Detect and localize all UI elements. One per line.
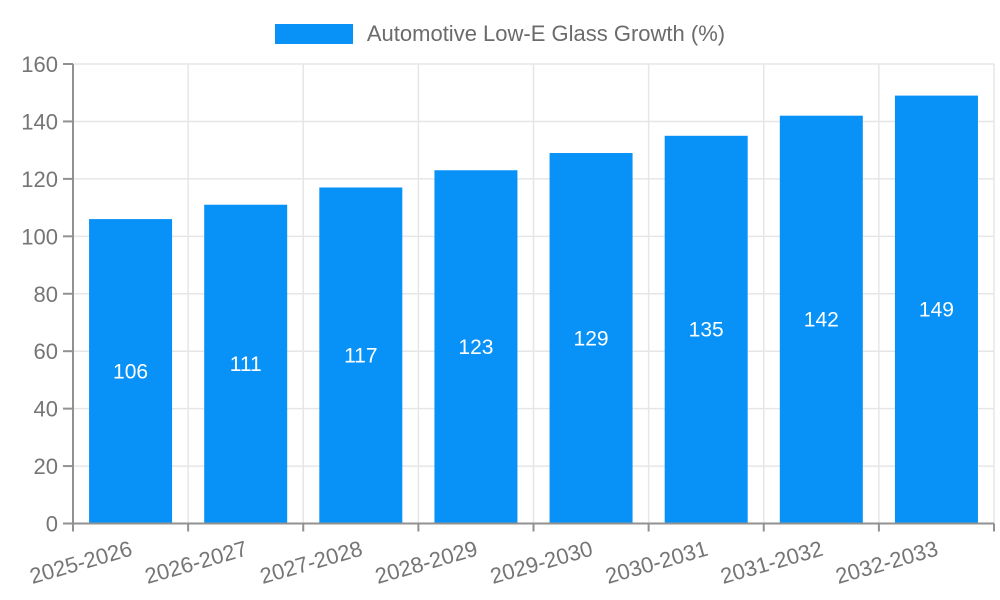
- x-axis-category-label: 2026-2027: [142, 536, 250, 589]
- y-axis-tick-label: 40: [34, 397, 58, 422]
- x-axis-category-label: 2028-2029: [372, 536, 480, 589]
- legend-item[interactable]: Automotive Low-E Glass Growth (%): [0, 21, 1000, 47]
- bar-2028-2029[interactable]: [434, 170, 518, 524]
- bar-2025-2026[interactable]: [89, 219, 173, 524]
- bar-2030-2031[interactable]: [664, 135, 748, 524]
- legend-label: Automotive Low-E Glass Growth (%): [366, 21, 726, 46]
- bar-2027-2028[interactable]: [319, 187, 403, 524]
- y-axis-tick-label: 100: [21, 224, 58, 249]
- x-axis-category-label: 2032-2033: [833, 536, 941, 589]
- y-axis-tick-label: 160: [21, 52, 58, 77]
- legend-swatch: [274, 24, 353, 44]
- y-axis-tick-label: 120: [21, 167, 58, 192]
- x-axis-category-label: 2030-2031: [603, 536, 711, 589]
- bar-value-label: 149: [919, 299, 954, 322]
- bar-value-label: 111: [230, 353, 262, 376]
- bar-2026-2027[interactable]: [204, 204, 288, 524]
- bar-2029-2030[interactable]: [549, 153, 633, 524]
- y-axis-tick-label: 20: [34, 454, 58, 479]
- y-axis-tick-label: 60: [34, 339, 58, 364]
- bar-value-label: 142: [804, 309, 839, 332]
- bar-value-label: 106: [113, 360, 148, 383]
- bar-value-label: 135: [689, 319, 724, 342]
- bar-value-label: 129: [574, 327, 609, 350]
- y-axis-tick-label: 140: [21, 109, 58, 134]
- x-axis-category-label: 2025-2026: [27, 536, 135, 589]
- x-axis-category-label: 2029-2030: [487, 536, 595, 589]
- y-axis-tick-label: 0: [46, 512, 58, 537]
- x-axis-category-label: 2027-2028: [257, 536, 365, 589]
- x-axis-category-label: 2031-2032: [718, 536, 826, 589]
- bar-2031-2032[interactable]: [779, 115, 863, 524]
- bar-value-label: 117: [344, 344, 377, 367]
- y-axis-tick-label: 80: [34, 282, 58, 307]
- bar-value-label: 123: [458, 336, 493, 359]
- bar-2032-2033[interactable]: [894, 95, 978, 524]
